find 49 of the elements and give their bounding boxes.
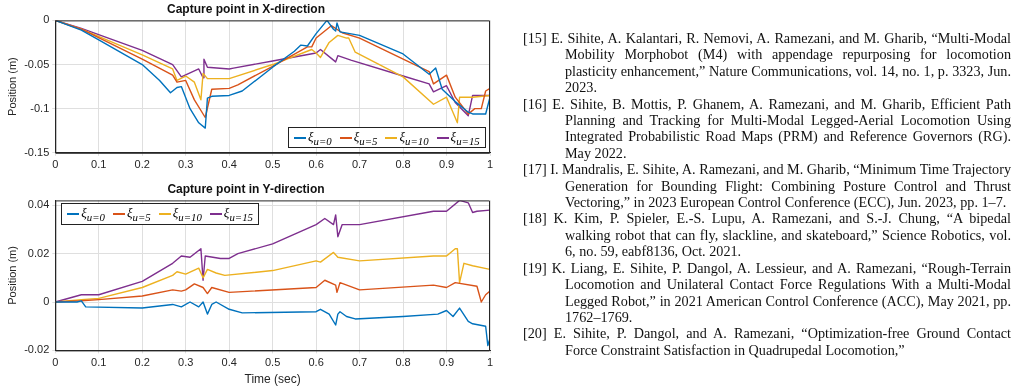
x-tick-label: 0.6 bbox=[308, 356, 324, 369]
legend-label: ξ$_{u=15}$ bbox=[450, 128, 480, 147]
x-tick-label: 0.7 bbox=[351, 158, 368, 171]
x-tick-label: 0.4 bbox=[221, 356, 237, 369]
x-axis-title: Time (sec) bbox=[244, 372, 301, 387]
x-tick-label: 1 bbox=[486, 356, 494, 369]
x-tick-label: 0.5 bbox=[264, 356, 281, 369]
legend-label: ξ$_{u=5}$ bbox=[126, 205, 151, 223]
text: [16] E. Sihite, B. Mottis, P. Ghanem, A. Ramezani, and M. Gharib, Efficient Path Planning and Tracking for Multi-Modal Legged-Aerial Locomotion Using Integrated Probabilistic Road Maps (PRM) and Reference Governors (RG). May 2022. bbox=[523, 95, 1011, 162]
chart-title: Capture point in Y-direction bbox=[167, 181, 325, 196]
x-tick-label: 0.8 bbox=[395, 356, 411, 369]
y-tick-label: 0.04 bbox=[27, 198, 50, 211]
legend-label: ξ$_{u=10}$ bbox=[172, 205, 202, 223]
legend-label: ξ$_{u=0}$ bbox=[81, 205, 105, 223]
x-tick-label: 0.1 bbox=[91, 356, 107, 369]
x-tick-label: 0.7 bbox=[351, 356, 368, 369]
y-tick-label: -0.1 bbox=[30, 101, 50, 114]
x-tick-label: 0.6 bbox=[308, 158, 324, 171]
x-tick-label: 0.2 bbox=[134, 158, 150, 171]
y-tick-label: -0.05 bbox=[24, 57, 50, 70]
x-tick-label: 0.9 bbox=[438, 356, 455, 369]
x-tick-label: 0.1 bbox=[91, 158, 107, 171]
y-tick-label: -0.02 bbox=[24, 343, 50, 356]
y-tick-label: -0.15 bbox=[24, 145, 50, 158]
x-tick-label: 0.3 bbox=[178, 356, 194, 369]
x-tick-label: 0.8 bbox=[395, 158, 411, 171]
y-axis-title: Position (m) bbox=[5, 246, 18, 305]
x-tick-label: 0.2 bbox=[134, 356, 150, 369]
legend-label: ξ$_{u=5}$ bbox=[353, 128, 378, 147]
text: [15] E. Sihite, A. Kalantari, R. Nemovi, A. Ramezani, and M. Gharib, “Multi-Modal Mobility Morphobot (M4) with appendage repurposing for locomotion plasticity enhancement,” Nature Communications, vol. 14, no. 1, p. 3323, Jun. 2023. bbox=[523, 30, 1011, 96]
y-axis-title: Position (m) bbox=[5, 57, 18, 116]
x-tick-label: 0.9 bbox=[438, 158, 455, 171]
y-tick-label: 0 bbox=[43, 13, 50, 26]
y-tick-label: 0.02 bbox=[27, 246, 50, 259]
text: [18] K. Kim, P. Spieler, E.-S. Lupu, A. Ramezani, and S.-J. Chung, “A bipedal walking robot that can fly, slackline, and skateboard,” Science Robotics, vol. 6, no. 59, eabf8136, Oct. 2021. bbox=[523, 210, 1011, 260]
x-tick-label: 0.4 bbox=[221, 158, 237, 171]
x-tick-label: 0 bbox=[52, 356, 59, 369]
legend-label: ξ$_{u=10}$ bbox=[399, 128, 429, 147]
chart-title: Capture point in X-direction bbox=[167, 1, 325, 16]
y-tick-label: 0 bbox=[43, 295, 50, 308]
x-tick-label: 0.5 bbox=[264, 158, 281, 171]
text: [20] E. Sihite, P. Dangol, and A. Ramezani, “Optimization-free Ground Contact Force Constraint Satisfaction in Quadrupedal Locomotion,” bbox=[523, 325, 1011, 359]
x-tick-label: 1 bbox=[486, 158, 494, 171]
legend-label: ξ$_{u=15}$ bbox=[223, 205, 253, 223]
text: [17] I. Mandralis, E. Sihite, A. Ramezani, and M. Gharib, “Minimum Time Trajectory Generation for Bounding Flight: Combining Posture Control and Thrust Vectoring,” in 2023 European Control Conference (ECC), Jun. 2023, pp. 1–7. bbox=[523, 161, 1011, 211]
x-tick-label: 0 bbox=[52, 158, 59, 171]
legend-label: ξ$_{u=0}$ bbox=[308, 128, 332, 147]
x-tick-label: 0.3 bbox=[178, 158, 194, 171]
text: [19] K. Liang, E. Sihite, P. Dangol, A. Lessieur, and A. Ramezani, “Rough-Terrain Locomotion and Unilateral Contact Force Regulations With a Multi-Modal Legged Robot,” in 2021 American Control Conference (ACC), May 2021, pp. 1762–1769. bbox=[523, 259, 1011, 326]
